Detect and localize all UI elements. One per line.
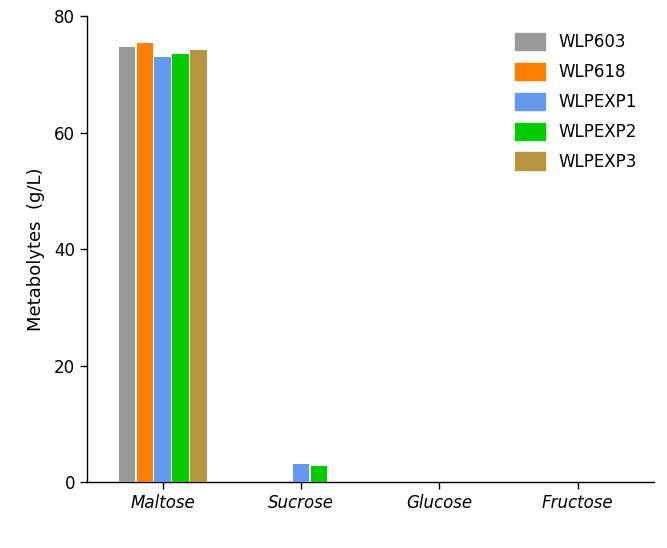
Legend: WLP603, WLP618, WLPEXP1, WLPEXP2, WLPEXP3: WLP603, WLP618, WLPEXP1, WLPEXP2, WLPEXP…: [507, 25, 646, 179]
Bar: [119, 47, 135, 482]
Y-axis label: Metabolytes  (g/L): Metabolytes (g/L): [27, 168, 45, 331]
Bar: [191, 50, 207, 482]
Bar: [155, 57, 171, 482]
Bar: [311, 466, 327, 482]
Bar: [293, 464, 309, 482]
Bar: [137, 43, 153, 482]
Bar: [173, 54, 189, 482]
